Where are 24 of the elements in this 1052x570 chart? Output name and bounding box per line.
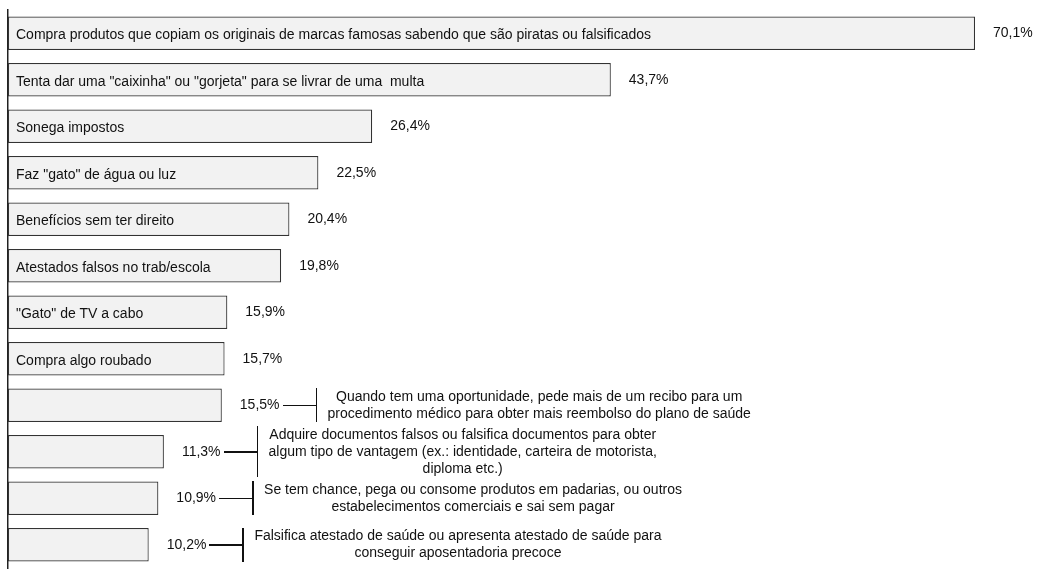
y-tick-label: Faz "gato" de água ou luz: [16, 165, 177, 182]
y-tick-label: Tenta dar uma "caixinha" ou "gorjeta" para se livrar de uma multa: [16, 72, 425, 89]
y-tick-label: Falsifica atestado de saúde ou apresenta atestado de saúde para conseguir aposentadoria precoce: [254, 527, 662, 561]
data-label: 26,4%: [390, 117, 430, 134]
data-label: 15,7%: [242, 349, 283, 366]
data-label: 15,9%: [245, 303, 286, 320]
y-tick-label: Compra produtos que copiam os originais de marcas famosas sabendo que são piratas ou falsificados: [16, 26, 652, 43]
data-label: 10,9%: [176, 489, 217, 506]
y-tick-label: "Gato" de TV a cabo: [16, 305, 144, 322]
y-tick-label: Adquire documentos falsos ou falsifica documentos para obter algum tipo de vantagem (ex.: identidade, carteira de motorista, diploma etc.): [268, 425, 657, 476]
data-label: 19,8%: [299, 256, 339, 273]
y-tick-label: Compra algo roubado: [16, 351, 152, 368]
y-tick-label: Se tem chance, pega ou consome produtos em padarias, ou outros estabelecimentos comerciais e sai sem pagar: [264, 480, 682, 514]
data-label: 11,3%: [181, 442, 221, 459]
data-label: 10,2%: [166, 535, 207, 552]
y-tick-label: Sonega impostos: [16, 119, 125, 136]
data-label: 22,5%: [336, 163, 377, 180]
y-tick-label: Atestados falsos no trab/escola: [16, 258, 211, 275]
data-label: 43,7%: [628, 70, 669, 87]
y-tick-label: Quando tem uma oportunidade, pede mais de um recibo para um procedimento médico para obter mais reembolso do plano de saúde: [327, 387, 752, 421]
data-label: 20,4%: [307, 210, 348, 227]
y-tick-label: Benefícios sem ter direito: [16, 212, 175, 229]
data-label: 15,5%: [239, 396, 280, 413]
data-label: 70,1%: [993, 24, 1033, 41]
